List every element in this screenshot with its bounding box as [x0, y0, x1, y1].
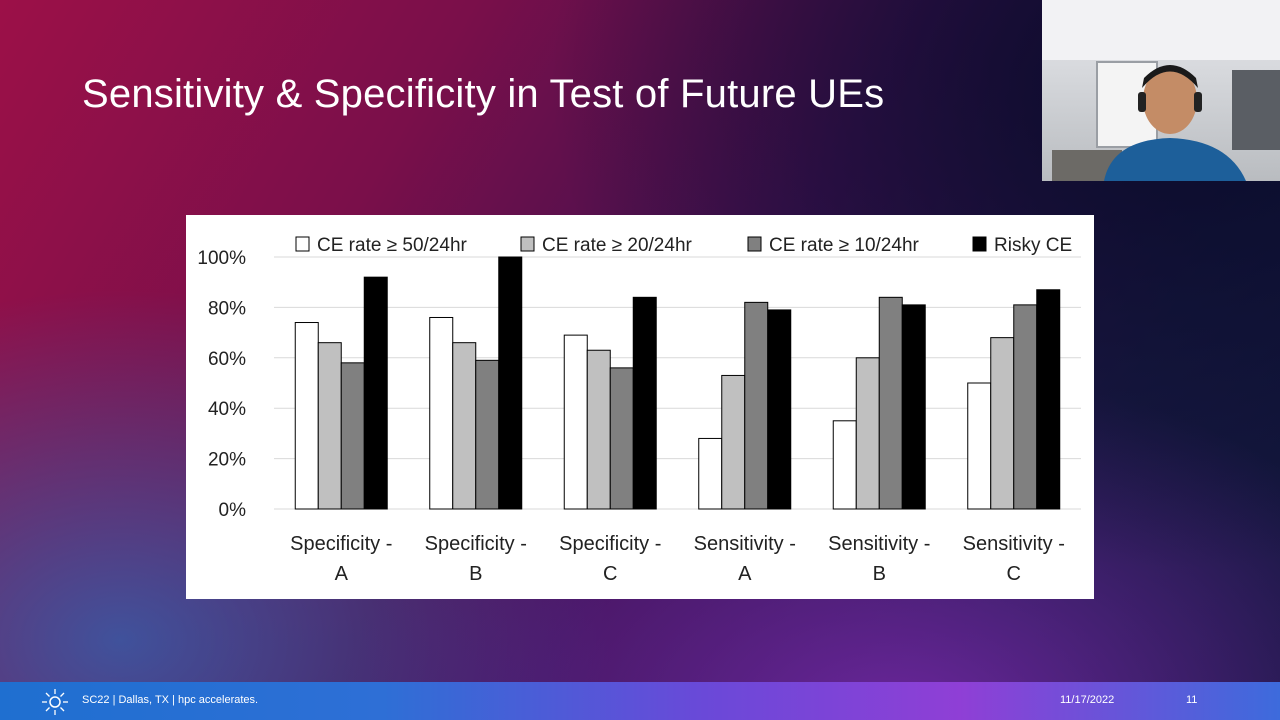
- x-tick-label: A: [335, 563, 349, 585]
- legend-label: CE rate ≥ 10/24hr: [769, 235, 920, 256]
- bar-chart: 0%20%40%60%80%100% Specificity -ASpecifi…: [197, 235, 1081, 585]
- y-tick-label: 20%: [208, 450, 246, 471]
- x-tick-label: A: [738, 563, 752, 585]
- bar-0-4: [832, 420, 857, 510]
- legend-label: Risky CE: [994, 235, 1072, 256]
- x-axis-labels: Specificity - A Specificity - B Specificity …: [290, 533, 1065, 585]
- bar-1-2: [586, 349, 611, 510]
- bar-2-3: [744, 301, 769, 510]
- x-tick-label: C: [1007, 563, 1021, 585]
- y-tick-label: 60%: [208, 349, 246, 370]
- footer-event-text: SC22 | Dallas, TX | hpc accelerates.: [82, 694, 259, 706]
- y-axis-ticks: 0% 20% 40% 60% 80% 100%: [197, 248, 246, 521]
- x-tick-label: C: [603, 563, 617, 585]
- footer-bar: SC22 | Dallas, TX | hpc accelerates. 11/…: [0, 682, 1280, 720]
- bar-0-5: [967, 382, 992, 510]
- bar-2-1: [475, 359, 500, 510]
- footer-page-number: 11: [1186, 694, 1198, 706]
- webcam-video: [1042, 0, 1280, 181]
- y-tick-label: 40%: [208, 399, 246, 420]
- bar-2-0: [340, 362, 365, 510]
- x-tick-label: Specificity -: [425, 533, 527, 555]
- bar-1-0: [317, 342, 342, 510]
- x-tick-label: B: [873, 563, 886, 585]
- bar-3-0: [363, 276, 388, 510]
- x-tick-label: Sensitivity -: [963, 533, 1065, 555]
- y-tick-label: 0%: [219, 500, 247, 521]
- y-tick-label: 80%: [208, 298, 246, 319]
- bar-3-1: [498, 256, 523, 510]
- bar-1-3: [721, 374, 746, 510]
- x-tick-label: Specificity -: [290, 533, 392, 555]
- x-tick-label: B: [469, 563, 482, 585]
- chart-panel: 0% 20% 40% 60% 80% 100% Specificity - A Specifi…: [186, 215, 1094, 599]
- sc22-logo-icon: [42, 689, 68, 715]
- bar-2-5: [1013, 304, 1038, 510]
- bar-1-4: [855, 357, 880, 510]
- bar-0-2: [563, 334, 588, 510]
- legend-label: CE rate ≥ 20/24hr: [542, 235, 693, 256]
- bar-1-1: [452, 342, 477, 510]
- bar-3-3: [767, 309, 792, 510]
- bar-3-2: [632, 296, 657, 510]
- legend-swatch: [295, 236, 310, 252]
- footer-date: 11/17/2022: [1060, 694, 1115, 706]
- legend-swatch: [972, 236, 987, 252]
- legend-label: CE rate ≥ 50/24hr: [317, 235, 468, 256]
- bar-1-5: [990, 337, 1015, 510]
- x-tick-label: Specificity -: [559, 533, 661, 555]
- y-tick-label: 100%: [197, 248, 246, 269]
- x-tick-label: Sensitivity -: [828, 533, 930, 555]
- bar-2-2: [609, 367, 634, 510]
- webcam-person-icon: [1042, 0, 1280, 181]
- bar-3-5: [1036, 289, 1061, 510]
- slide-title: Sensitivity & Specificity in Test of Fut…: [82, 72, 885, 116]
- bar-0-0: [294, 322, 319, 510]
- bar-0-3: [698, 437, 723, 510]
- bars: [294, 256, 1061, 510]
- legend-swatch: [520, 236, 535, 252]
- bar-3-4: [901, 304, 926, 510]
- legend: CE rate ≥ 50/24hr CE rate ≥ 20/24hr CE rat…: [295, 235, 1072, 256]
- bar-2-4: [878, 296, 903, 510]
- grid-lines: [274, 256, 1081, 510]
- bar-0-1: [429, 316, 454, 510]
- x-tick-label: Sensitivity -: [694, 533, 796, 555]
- legend-swatch: [747, 236, 762, 252]
